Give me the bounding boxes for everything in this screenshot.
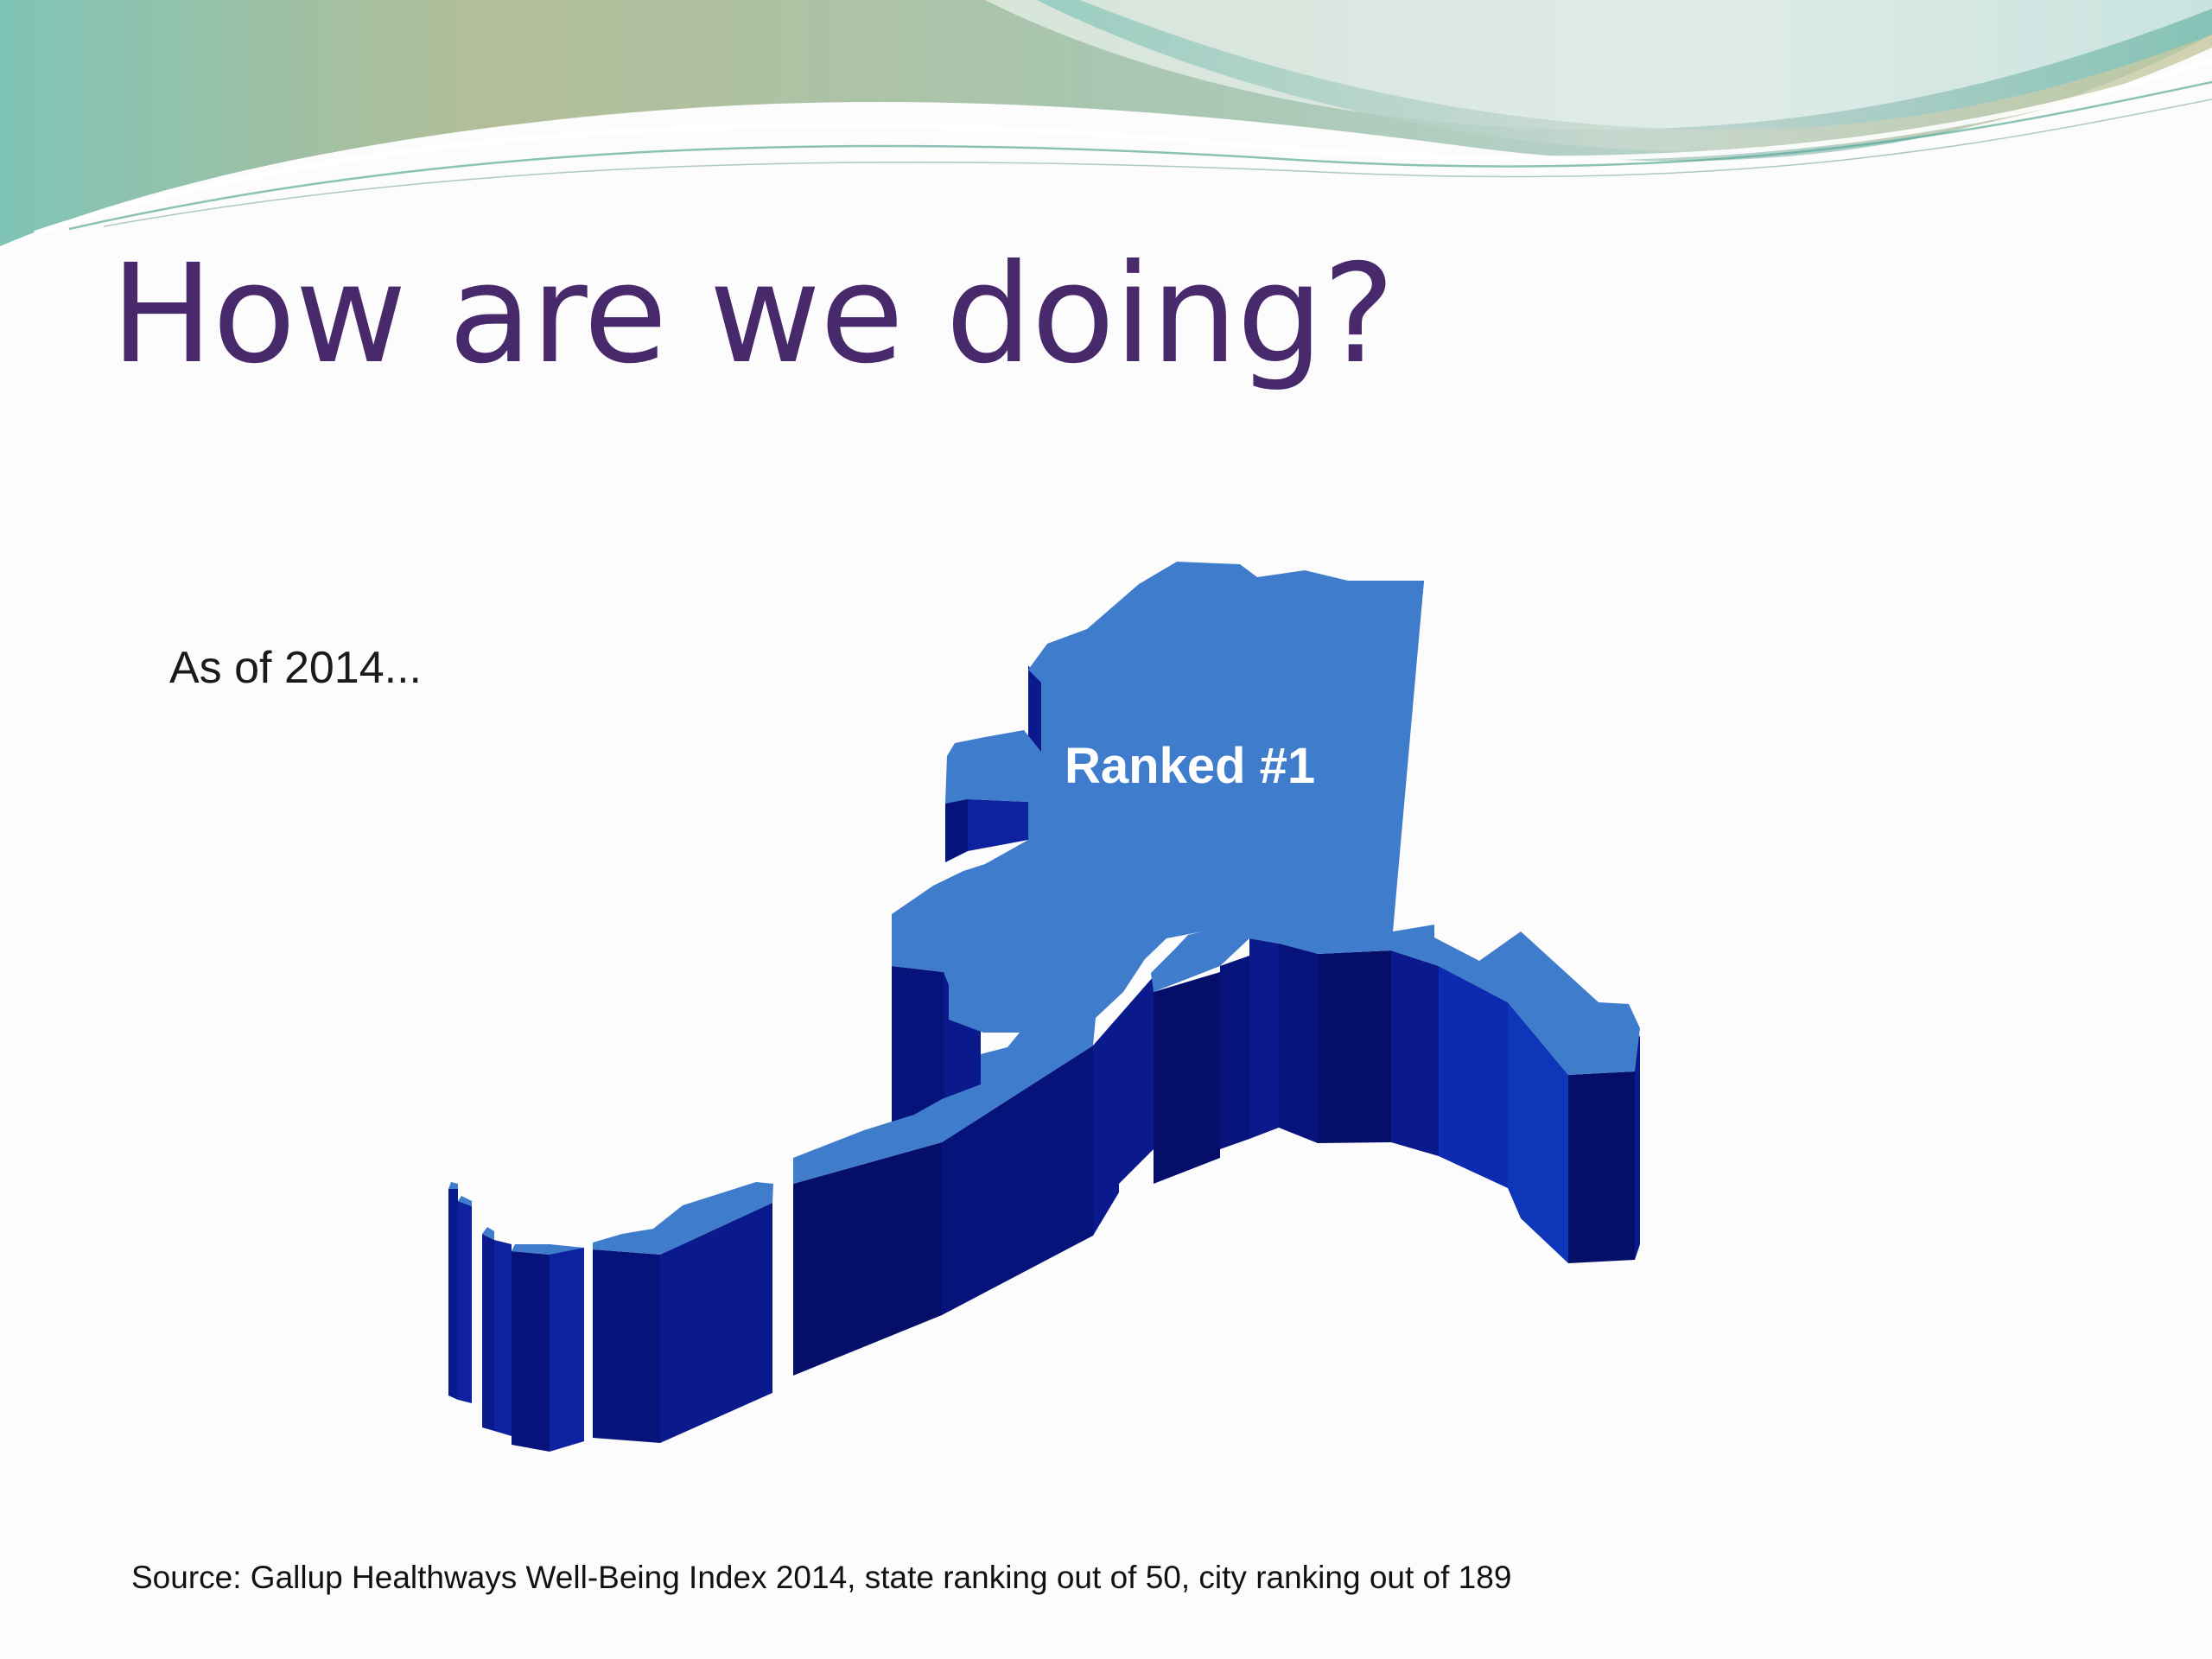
slide-title: How are we doing? [111,235,1395,394]
intro-text: As of 2014... [169,643,422,693]
map-extrusion-sides [448,581,1640,1452]
wave-header-decoration [0,0,2212,246]
rank-label: Ranked #1 [1065,738,1316,794]
alaska-state-map-icon [448,562,1640,1452]
map-top-surface [448,562,1640,1255]
source-citation: Source: Gallup Healthways Well-Being Ind… [131,1560,1512,1595]
